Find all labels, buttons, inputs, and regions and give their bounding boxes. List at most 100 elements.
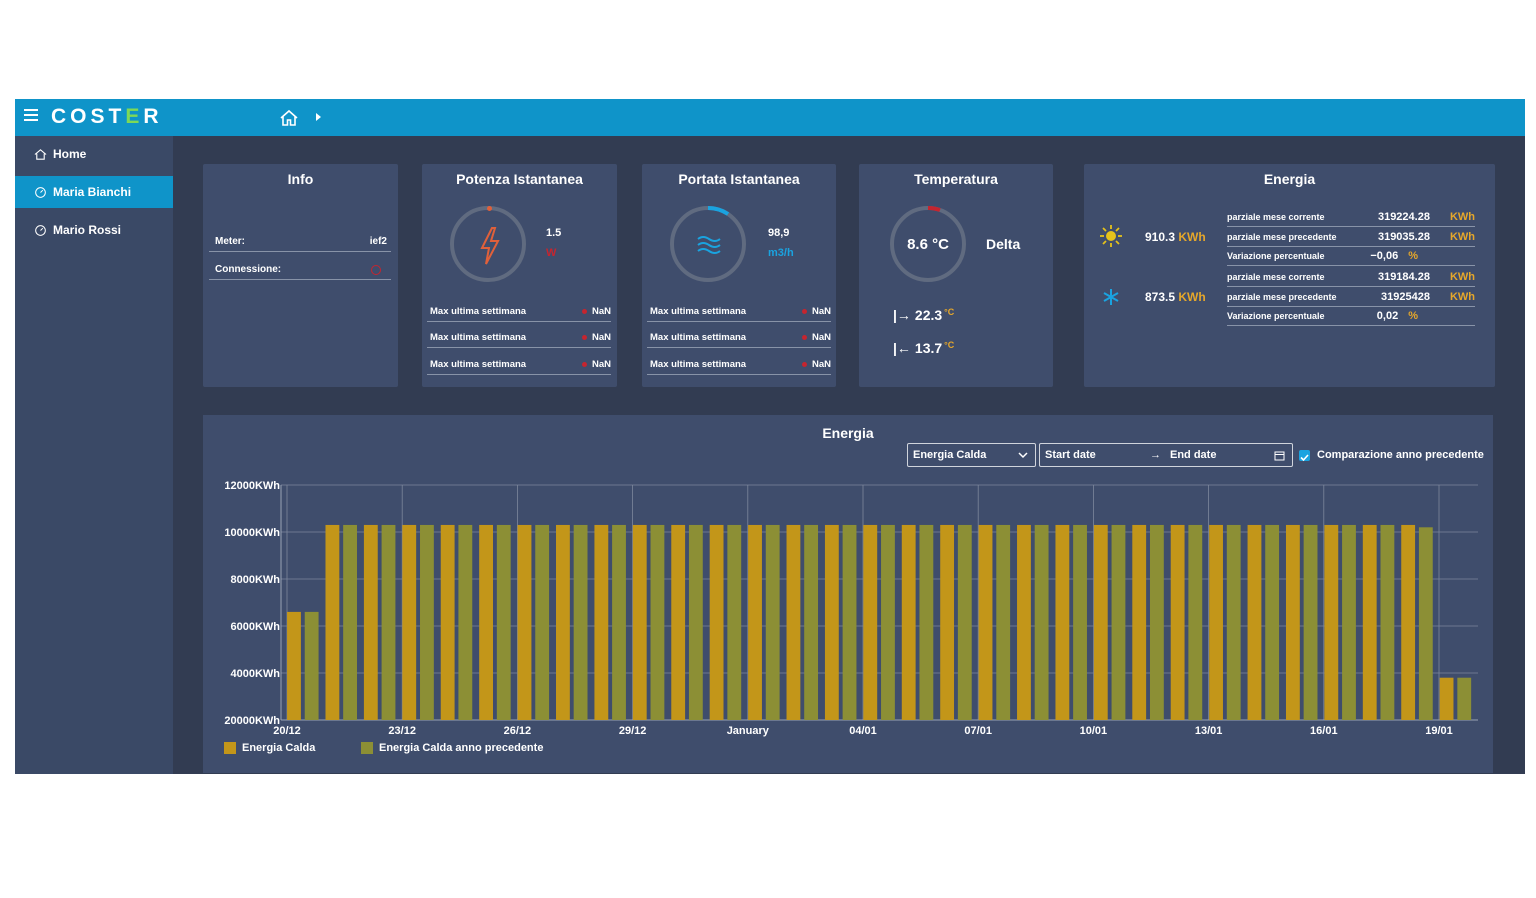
supply-unit: °C <box>944 307 955 317</box>
bar-energia-calda <box>1055 524 1070 720</box>
potenza-card: Potenza Istantanea 1.5 W Max ultima sett… <box>422 164 617 387</box>
row-label: parziale mese precedente <box>1227 232 1337 242</box>
supply-arrow-icon: |→ <box>893 307 911 323</box>
app-window: COSTER Home Maria Bianchi Mario Rossi In… <box>15 99 1525 774</box>
home-icon[interactable] <box>279 108 299 128</box>
start-date-input[interactable]: Start date <box>1045 449 1096 461</box>
row-value: NaN <box>591 332 611 343</box>
meter-row: Meter: ief2 <box>209 232 391 252</box>
row-value: −0,06 <box>1370 250 1399 262</box>
sidebar-item-mario-rossi[interactable]: Mario Rossi <box>15 214 173 246</box>
row-label: Max ultima settimana <box>650 359 747 370</box>
status-dot-icon <box>581 309 587 314</box>
bar-energia-calda-anno-precedente <box>688 524 703 720</box>
row-value: 319035.28 <box>1377 231 1430 243</box>
row-value: 319184.28 <box>1377 271 1430 283</box>
bar-energia-calda-anno-precedente <box>1226 524 1241 720</box>
portata-card: Portata Istantanea 98,9 m3/h Max ultima … <box>642 164 836 387</box>
row-value: NaN <box>591 359 611 370</box>
x-tick-label: 20/12 <box>273 725 301 737</box>
delta-label: Delta <box>986 236 1021 252</box>
cold-row: parziale mese precedente 31925428 KWh <box>1227 288 1475 307</box>
bar-energia-calda-anno-precedente <box>1342 524 1356 720</box>
bar-energia-calda <box>325 524 340 720</box>
sidebar-item-label: Maria Bianchi <box>53 185 132 199</box>
bar-energia-calda-anno-precedente <box>1418 527 1433 720</box>
bar-energia-calda <box>440 524 455 720</box>
bar-energia-calda <box>287 611 301 720</box>
return-arrow-icon: |← <box>893 340 911 356</box>
row-unit: KWh <box>1449 291 1475 303</box>
bar-energia-calda <box>1247 524 1262 720</box>
sun-icon <box>1100 225 1122 247</box>
x-tick-label: 26/12 <box>504 725 532 737</box>
row-unit: KWh <box>1449 271 1475 283</box>
bar-energia-calda-anno-precedente <box>1303 524 1318 720</box>
sidebar-item-label: Mario Rossi <box>53 223 122 237</box>
row-label: Max ultima settimana <box>430 306 527 317</box>
bar-energia-calda <box>556 524 570 720</box>
energia-card: Energia 910.3 KWh 873.5 KWh parziale mes… <box>1084 164 1495 387</box>
heat-row: Variazione percentuale −0,06% <box>1227 247 1475 266</box>
heat-row: parziale mese precedente 319035.28 KWh <box>1227 228 1475 247</box>
bar-energia-calda <box>671 524 686 720</box>
meter-label: Meter: <box>215 236 246 247</box>
bar-energia-calda-anno-precedente <box>1265 524 1280 720</box>
connection-status-icon <box>371 264 381 275</box>
bar-energia-calda <box>1209 524 1223 720</box>
cold-row: Variazione percentuale 0,02% <box>1227 307 1475 326</box>
compare-checkbox[interactable] <box>1299 450 1310 462</box>
y-tick-label: 6000KWh <box>230 621 280 633</box>
sidebar-item-label: Home <box>53 147 87 161</box>
bar-energia-calda <box>632 524 647 720</box>
breadcrumb-arrow-icon[interactable] <box>316 113 321 121</box>
cold-energy: 873.5 KWh <box>1145 290 1206 304</box>
calendar-icon[interactable] <box>1274 450 1285 461</box>
bar-energia-calda <box>1439 677 1454 720</box>
power-value: 1.5 <box>546 227 562 239</box>
bar-energia-calda-anno-precedente <box>1457 677 1472 720</box>
legend-item-energia-calda-anno-precedente[interactable]: Energia Calda anno precedente <box>361 742 543 754</box>
bar-energia-calda-anno-precedente <box>535 524 550 720</box>
row-value-wrap: 0,02% <box>1377 310 1418 322</box>
info-card: Info Meter: ief2 Connessione: <box>203 164 398 387</box>
bar-energia-calda <box>1170 524 1185 720</box>
row-value-wrap: NaN <box>581 359 611 370</box>
row-label: Variazione percentuale <box>1227 251 1325 261</box>
end-date-input[interactable]: End date <box>1170 449 1217 461</box>
sidebar-item-maria-bianchi[interactable]: Maria Bianchi <box>15 176 173 208</box>
legend-swatch <box>224 742 236 754</box>
bar-energia-calda <box>786 524 801 720</box>
row-value-wrap: NaN <box>801 359 831 370</box>
coster-logo[interactable]: COSTER <box>51 105 163 128</box>
sidebar-item-home[interactable]: Home <box>15 138 173 170</box>
flow-value: 98,9 <box>768 227 790 239</box>
bar-energia-calda <box>1285 524 1300 720</box>
bar-energia-calda-anno-precedente <box>381 524 396 720</box>
date-range-picker[interactable]: Start date → End date <box>1039 443 1293 467</box>
energy-chart-panel: Energia Energia Calda Start date → End d… <box>203 415 1493 773</box>
temperatura-card: Temperatura 8.6 °C Delta |→ 22.3 °C |← 1… <box>859 164 1053 387</box>
menu-icon[interactable] <box>24 109 38 123</box>
row-label: Max ultima settimana <box>430 359 527 370</box>
legend-label: Energia Calda <box>242 742 316 754</box>
x-tick-label: 23/12 <box>388 725 416 737</box>
status-dot-icon <box>581 335 587 340</box>
row-value: NaN <box>811 359 831 370</box>
x-tick-label: 13/01 <box>1195 725 1223 737</box>
bar-energia-calda <box>1362 524 1377 720</box>
x-tick-label: 10/01 <box>1080 725 1108 737</box>
compare-label[interactable]: Comparazione anno precedente <box>1317 449 1484 461</box>
bar-energia-calda-anno-precedente <box>573 524 588 720</box>
max-week-row: Max ultima settimana NaN <box>647 302 831 322</box>
row-value: NaN <box>811 332 831 343</box>
sidebar: Home Maria Bianchi Mario Rossi <box>15 136 173 774</box>
supply-temp: |→ 22.3 °C <box>893 307 954 323</box>
legend-item-energia-calda[interactable]: Energia Calda <box>224 742 315 754</box>
row-unit: % <box>1408 250 1418 262</box>
energy-type-select[interactable]: Energia Calda <box>907 443 1036 467</box>
flow-gauge-arc <box>707 206 730 216</box>
bar-energia-calda <box>1132 524 1147 720</box>
power-unit: W <box>546 247 557 259</box>
bar-energia-calda <box>824 524 839 720</box>
